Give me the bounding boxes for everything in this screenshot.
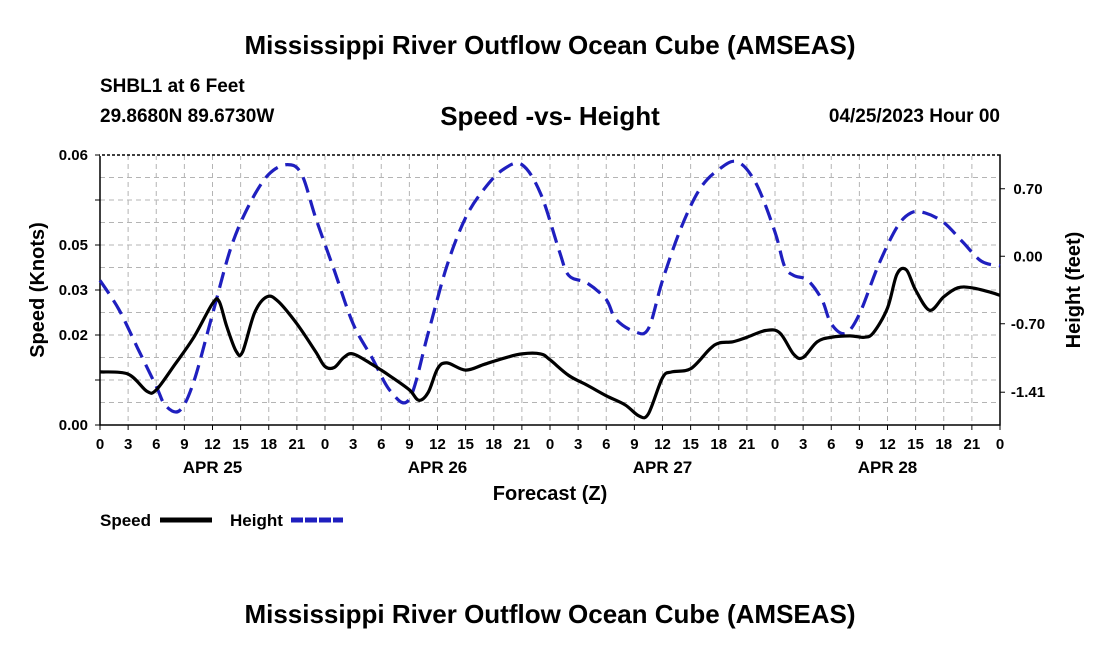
day-label: APR 28 [858,458,918,477]
speed-series-line [99,266,1001,420]
x-tick-label: 0 [771,436,779,453]
x-tick-label: 0 [996,436,1004,453]
x-tick-label: 21 [514,436,531,453]
x-tick-label: 12 [204,436,221,453]
x-tick-label: 15 [907,436,924,453]
left-y-tick-label: 0.02 [59,327,88,344]
repeated-chart-title: Mississippi River Outflow Ocean Cube (AM… [244,599,856,629]
x-tick-label: 6 [602,436,610,453]
x-tick-label: 21 [289,436,306,453]
left-y-axis-label: Speed (Knots) [27,222,49,358]
x-tick-label: 12 [429,436,446,453]
day-label: APR 27 [633,458,693,477]
x-tick-label: 3 [574,436,582,453]
legend-height-label: Height [230,511,283,530]
x-tick-label: 15 [457,436,474,453]
day-label: APR 26 [408,458,468,477]
x-tick-label: 12 [654,436,671,453]
x-tick-label: 0 [321,436,329,453]
x-tick-label: 0 [96,436,104,453]
x-tick-label: 12 [879,436,896,453]
day-label: APR 25 [183,458,243,477]
right-y-tick-label: 0.70 [1013,181,1042,198]
left-y-tick-label: 0.00 [59,417,88,434]
x-tick-label: 21 [964,436,981,453]
x-axis-label: Forecast (Z) [493,483,607,505]
x-tick-label: 9 [405,436,413,453]
x-tick-label: 18 [260,436,277,453]
height-series-line [98,159,1001,414]
x-tick-label: 9 [630,436,638,453]
x-tick-label: 21 [739,436,756,453]
coordinates-label: 29.8680N 89.6730W [100,106,275,127]
x-tick-label: 18 [485,436,502,453]
left-y-tick-label: 0.05 [59,237,88,254]
x-tick-label: 0 [546,436,554,453]
station-label: SHBL1 at 6 Feet [100,76,245,97]
left-y-tick-label: 0.03 [59,282,88,299]
right-y-tick-label: -1.41 [1011,384,1045,401]
x-tick-label: 3 [799,436,807,453]
plot-title: Speed -vs- Height [440,101,660,131]
x-tick-label: 6 [152,436,160,453]
x-tick-label: 15 [682,436,699,453]
x-tick-label: 6 [827,436,835,453]
x-tick-label: 9 [180,436,188,453]
x-tick-label: 6 [377,436,385,453]
x-tick-label: 18 [935,436,952,453]
x-tick-label: 3 [349,436,357,453]
x-tick-label: 18 [710,436,727,453]
chart-title: Mississippi River Outflow Ocean Cube (AM… [244,30,856,60]
legend-speed-label: Speed [100,511,151,530]
datetime-label: 04/25/2023 Hour 00 [828,106,1000,127]
right-y-tick-label: -0.70 [1011,316,1045,333]
left-y-tick-label: 0.06 [59,147,88,164]
x-tick-label: 9 [855,436,863,453]
x-tick-label: 3 [124,436,132,453]
right-y-tick-label: 0.00 [1013,248,1042,265]
x-tick-label: 15 [232,436,249,453]
right-y-axis-label: Height (feet) [1063,232,1085,349]
